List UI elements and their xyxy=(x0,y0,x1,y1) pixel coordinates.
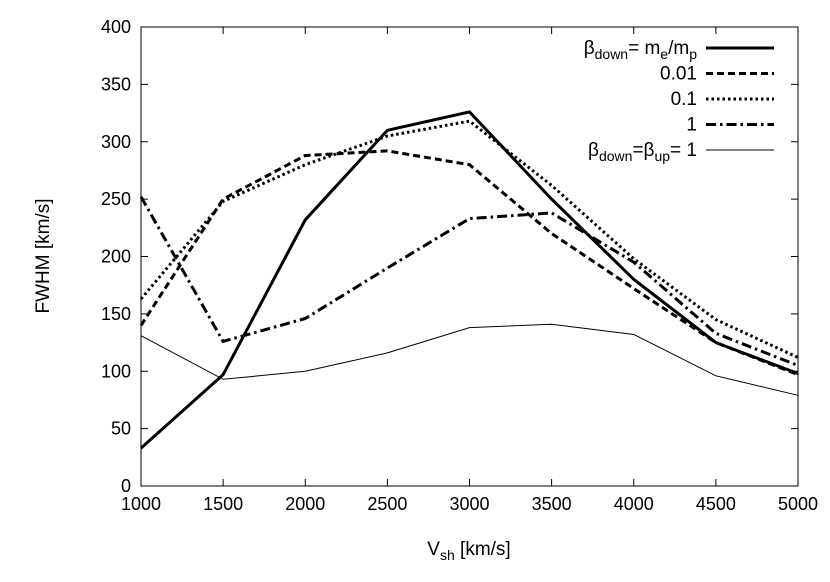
legend-label-4: 1 xyxy=(686,115,697,136)
x-tick-label: 3000 xyxy=(449,494,489,514)
legend-label-5: βdown=βup= 1 xyxy=(588,140,697,164)
y-tick-label: 0 xyxy=(121,476,131,496)
x-tick-label: 5000 xyxy=(778,494,818,514)
legend: βdown= me/mp0.01 0.1 1 βdown=βup= 1 xyxy=(584,38,774,164)
x-tick-label: 1500 xyxy=(203,494,243,514)
series-line-4 xyxy=(139,196,799,367)
x-tick-label: 1000 xyxy=(121,494,161,514)
x-tick-label: 2500 xyxy=(367,494,407,514)
y-tick-label: 250 xyxy=(101,189,131,209)
series-line-1 xyxy=(140,110,799,450)
x-axis-label: Vsh [km/s] xyxy=(427,539,510,563)
x-axis-label-subscript: sh xyxy=(440,547,455,563)
x-tick-label: 2000 xyxy=(285,494,325,514)
x-tick-labels: 1000 1500 2000 2500 3000 3500 4000 4500 5000 xyxy=(121,494,818,514)
y-tick-label: 50 xyxy=(111,419,131,439)
y-tick-label: 300 xyxy=(101,132,131,152)
y-tick-label: 350 xyxy=(101,74,131,94)
x-tick-label: 3500 xyxy=(532,494,572,514)
series-line-3 xyxy=(139,119,799,359)
legend-label-1: βdown= me/mp xyxy=(584,38,698,62)
series-line-2 xyxy=(139,149,799,377)
y-tick-label: 200 xyxy=(101,247,131,267)
series-lines xyxy=(139,110,799,450)
y-tick-labels: 0 50 100 150 200 250 300 350 400 xyxy=(101,17,131,496)
legend-label-2: 0.01 xyxy=(660,64,697,85)
y-axis-label: FWHM [km/s] xyxy=(33,198,54,313)
x-tick-label: 4000 xyxy=(614,494,654,514)
x-tick-label: 4500 xyxy=(696,494,736,514)
axis-ticks xyxy=(140,26,799,487)
y-tick-label: 400 xyxy=(101,17,131,37)
legend-label-3: 0.1 xyxy=(671,89,697,110)
y-tick-label: 100 xyxy=(101,361,131,381)
series-line-5 xyxy=(140,323,799,396)
y-tick-label: 150 xyxy=(101,304,131,324)
plot-frame xyxy=(140,26,799,487)
